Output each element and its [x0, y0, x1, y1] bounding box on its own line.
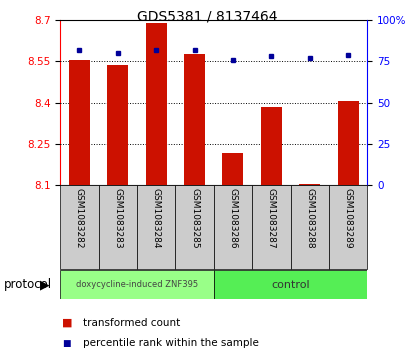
Bar — [214, 185, 252, 269]
Bar — [214, 270, 367, 299]
Bar — [329, 185, 367, 269]
Bar — [222, 154, 244, 185]
Text: ▶: ▶ — [40, 278, 50, 291]
Bar — [146, 23, 167, 185]
Bar — [60, 185, 99, 269]
Text: percentile rank within the sample: percentile rank within the sample — [83, 338, 259, 348]
Bar — [60, 270, 214, 299]
Bar — [175, 185, 214, 269]
Bar — [290, 185, 329, 269]
Bar — [99, 185, 137, 269]
Bar — [299, 184, 320, 185]
Text: doxycycline-induced ZNF395: doxycycline-induced ZNF395 — [76, 281, 198, 289]
Text: ■: ■ — [62, 318, 73, 328]
Text: protocol: protocol — [4, 278, 52, 291]
Text: ■: ■ — [62, 339, 71, 347]
Bar — [184, 54, 205, 185]
Text: GDS5381 / 8137464: GDS5381 / 8137464 — [137, 9, 278, 23]
Text: transformed count: transformed count — [83, 318, 180, 328]
Bar — [107, 65, 128, 185]
Bar — [261, 107, 282, 185]
Text: GSM1083284: GSM1083284 — [151, 188, 161, 248]
Text: GSM1083282: GSM1083282 — [75, 188, 84, 248]
Bar — [69, 60, 90, 185]
Text: control: control — [271, 280, 310, 290]
Bar — [337, 101, 359, 185]
Bar — [252, 185, 290, 269]
Text: GSM1083287: GSM1083287 — [267, 188, 276, 248]
Text: GSM1083288: GSM1083288 — [305, 188, 314, 248]
Text: GSM1083283: GSM1083283 — [113, 188, 122, 248]
Bar — [137, 185, 176, 269]
Text: GSM1083289: GSM1083289 — [344, 188, 353, 248]
Text: GSM1083286: GSM1083286 — [228, 188, 237, 248]
Text: GSM1083285: GSM1083285 — [190, 188, 199, 248]
